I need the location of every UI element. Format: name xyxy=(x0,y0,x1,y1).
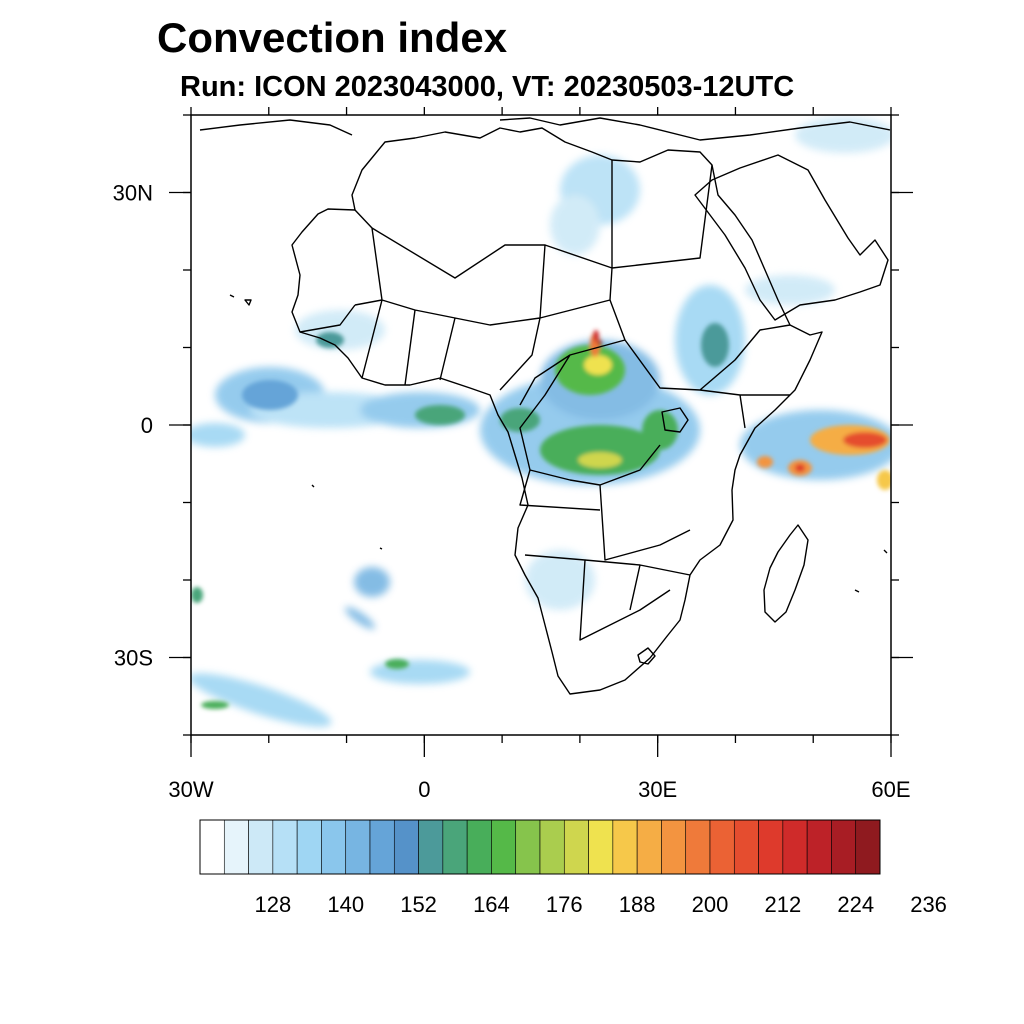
map-subtitle: Run: ICON 2023043000, VT: 20230503-12UTC xyxy=(180,71,795,103)
colorbar-label: 128 xyxy=(254,892,291,917)
colorbar-label: 164 xyxy=(473,892,510,917)
colorbar-label: 212 xyxy=(764,892,801,917)
colorbar-swatch xyxy=(855,819,881,875)
colorbar-label: 188 xyxy=(619,892,656,917)
colorbar-swatch xyxy=(491,819,517,875)
colorbar-swatch xyxy=(758,819,784,875)
y-tick-label: 30N xyxy=(113,181,153,206)
coastlines xyxy=(199,117,891,695)
x-tick-label: 60E xyxy=(871,777,910,802)
y-tick-label: 0 xyxy=(141,413,153,438)
colorbar-swatch xyxy=(442,819,468,875)
x-tick-label: 30E xyxy=(638,777,677,802)
colorbar-swatch xyxy=(588,819,614,875)
y-tick-label: 30S xyxy=(114,646,153,671)
colorbar-swatch xyxy=(563,819,589,875)
colorbar-swatch xyxy=(321,819,347,875)
convection-field xyxy=(191,117,891,727)
colorbar-label: 200 xyxy=(692,892,729,917)
colorbar-label: 176 xyxy=(546,892,583,917)
colorbar-label: 152 xyxy=(400,892,437,917)
colorbar-label: 224 xyxy=(837,892,874,917)
axis-ticks xyxy=(169,107,913,757)
colorbar-swatch xyxy=(345,819,371,875)
colorbar-swatch xyxy=(369,819,395,875)
colorbar-label: 140 xyxy=(327,892,364,917)
colorbar-swatch xyxy=(418,819,444,875)
map-title: Convection index xyxy=(157,14,508,61)
colorbar-swatch xyxy=(199,819,225,875)
colorbar-label: 236 xyxy=(910,892,947,917)
colorbar-frame xyxy=(199,819,881,875)
colorbar-swatch xyxy=(636,819,662,875)
colorbar-swatch xyxy=(612,819,638,875)
colorbar-swatch xyxy=(466,819,492,875)
colorbar-labels: 128 140 152 164 176 188 200 212 224 236 xyxy=(254,892,946,917)
x-tick-label: 30W xyxy=(168,777,213,802)
colorbar-swatch xyxy=(393,819,419,875)
colorbar-swatch xyxy=(733,819,759,875)
colorbar-swatch xyxy=(272,819,298,875)
colorbar-swatch xyxy=(296,819,322,875)
colorbar-swatch xyxy=(831,819,857,875)
colorbar-swatch xyxy=(515,819,541,875)
colorbar-swatch xyxy=(539,819,565,875)
colorbar-swatch xyxy=(223,819,249,875)
colorbar-swatch xyxy=(782,819,808,875)
colorbar xyxy=(199,819,881,875)
axis-tick-labels: 30W 0 30E 60E 30N 0 30S xyxy=(113,181,911,803)
colorbar-swatch xyxy=(661,819,687,875)
colorbar-swatch xyxy=(806,819,832,875)
colorbar-swatch xyxy=(248,819,274,875)
colorbar-swatch xyxy=(709,819,735,875)
colorbar-swatch xyxy=(685,819,711,875)
x-tick-label: 0 xyxy=(418,777,430,802)
